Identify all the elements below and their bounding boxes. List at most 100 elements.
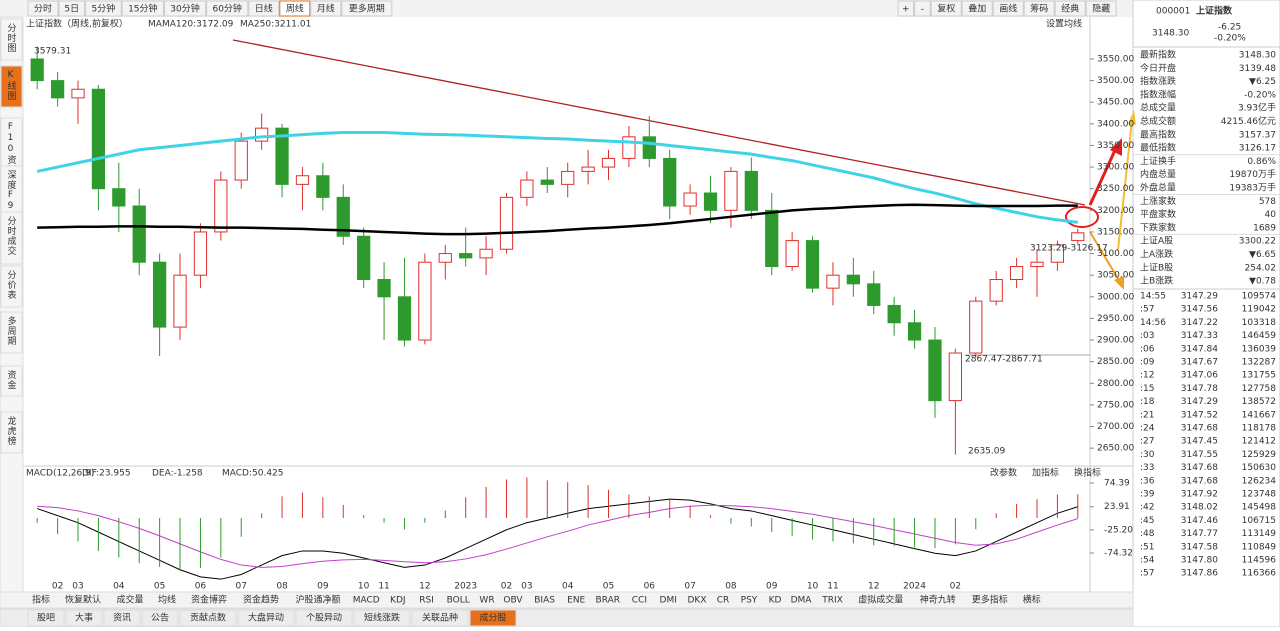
tick-time: :21 (1140, 410, 1154, 420)
tick-time: :27 (1140, 437, 1154, 447)
indicator-tab[interactable]: PSY (741, 596, 758, 606)
indicator-tab[interactable]: DMI (660, 596, 677, 606)
tick-volume: 118178 (1242, 424, 1277, 434)
period-tab[interactable] (27, 0, 59, 17)
candle-body (540, 179, 554, 185)
tool-btn[interactable] (914, 0, 931, 17)
indicator-tab[interactable]: KD (769, 596, 782, 606)
side-tab[interactable] (0, 365, 23, 397)
bottom-tab[interactable] (103, 609, 141, 627)
ma-setting[interactable]: 设置均线 (1046, 18, 1082, 30)
bottom-tab[interactable] (27, 609, 65, 627)
bottom-tab[interactable] (411, 609, 469, 627)
candle-body (948, 352, 962, 402)
macd-button[interactable]: 加指标 (1032, 467, 1059, 479)
indicator-tab[interactable]: KDJ (390, 596, 406, 606)
indicator-tab[interactable]: 资金博弈 (191, 594, 227, 606)
period-tab[interactable] (206, 0, 249, 17)
tool-btn[interactable] (930, 0, 962, 17)
side-tab[interactable] (0, 265, 23, 308)
indicator-tab[interactable]: MACD (353, 596, 380, 606)
indicator-tab[interactable]: BRAR (596, 596, 620, 606)
indicator-tab[interactable]: CR (717, 596, 730, 606)
candle-body (214, 179, 228, 233)
bottom-tab[interactable] (295, 609, 353, 627)
indicator-tab[interactable]: CCI (632, 596, 647, 606)
x-tick-label: 06 (195, 582, 207, 592)
stat-value: 1689 (1253, 223, 1276, 233)
indicator-tab[interactable]: 资金趋势 (243, 594, 279, 606)
stat-label: 指数涨跌 (1140, 75, 1176, 87)
period-tab[interactable] (279, 0, 311, 17)
period-tab[interactable] (163, 0, 207, 17)
bottom-tab[interactable] (469, 609, 517, 627)
arrow-red (1088, 147, 1118, 206)
x-tick-label: 12 (868, 582, 879, 592)
indicator-tab[interactable]: 横标 (1023, 594, 1041, 606)
y-tick-label: 2800.00 (1097, 379, 1134, 389)
quote-pct: -0.20% (1214, 34, 1246, 44)
tick-volume: 114596 (1242, 556, 1277, 566)
tick-price: 3147.29 (1181, 397, 1218, 407)
bottom-tab[interactable] (179, 609, 237, 627)
indicator-tab[interactable]: 虚拟成交量 (858, 594, 903, 606)
y-tick-label: 3250.00 (1097, 184, 1134, 194)
period-label: 5分钟 (92, 3, 116, 15)
indicator-tab[interactable]: BIAS (534, 596, 555, 606)
tick-price: 3147.68 (1181, 463, 1218, 473)
y-tick-label: 3000.00 (1097, 292, 1134, 302)
tick-price: 3147.58 (1181, 542, 1218, 552)
candle-body (785, 240, 799, 268)
price-annotation: 2867.47-2867.71 (965, 355, 1043, 365)
candle-body (765, 209, 779, 268)
indicator-tab[interactable]: 恢复默认 (65, 594, 101, 606)
tool-btn[interactable] (961, 0, 993, 17)
tool-btn[interactable] (1085, 0, 1117, 17)
stat-value: ▼6.65 (1249, 250, 1276, 260)
tool-btn[interactable] (1023, 0, 1055, 17)
bottom-tab[interactable] (141, 609, 179, 627)
side-tab[interactable] (0, 65, 23, 108)
macd-button[interactable]: 改参数 (990, 467, 1017, 479)
period-tab[interactable] (85, 0, 122, 17)
side-tab[interactable] (0, 411, 23, 454)
period-tab[interactable] (341, 0, 393, 17)
indicator-tab[interactable]: WR (479, 596, 494, 606)
indicator-tab[interactable]: DKX (688, 596, 707, 606)
indicator-tab[interactable]: OBV (503, 596, 523, 606)
indicator-tab[interactable]: 均线 (158, 594, 176, 606)
bottom-tab[interactable] (65, 609, 103, 627)
period-tab[interactable] (310, 0, 342, 17)
indicator-tab[interactable]: 指标 (32, 594, 50, 606)
tick-price: 3147.22 (1181, 318, 1218, 328)
tick-time: :48 (1140, 529, 1155, 539)
indicator-tab[interactable]: DMA (791, 596, 813, 606)
tick-price: 3147.80 (1181, 556, 1218, 566)
indicator-tab[interactable]: 更多指标 (972, 594, 1008, 606)
tool-btn[interactable] (992, 0, 1024, 17)
legend-label: MACD:50.425 (222, 469, 284, 479)
period-tab[interactable] (58, 0, 86, 17)
tick-price: 3147.29 (1181, 292, 1218, 302)
macd-button[interactable]: 换指标 (1074, 467, 1101, 479)
bottom-tab[interactable] (353, 609, 411, 627)
period-tab[interactable] (121, 0, 164, 17)
indicator-tab[interactable]: 成交量 (116, 594, 143, 606)
price-annotation: 3123.29-3126.17 (1030, 244, 1108, 254)
side-tab[interactable] (0, 311, 23, 354)
indicator-tab[interactable]: BOLL (447, 596, 470, 606)
side-tab[interactable] (0, 211, 23, 265)
stat-value: 3139.48 (1239, 64, 1276, 74)
indicator-tab[interactable]: RSI (419, 596, 434, 606)
y-tick-label: 2700.00 (1097, 422, 1134, 432)
bottom-tab[interactable] (237, 609, 295, 627)
indicator-tab[interactable]: 神奇九转 (920, 594, 956, 606)
side-tab[interactable] (0, 18, 23, 61)
indicator-tab[interactable]: 沪股通净额 (295, 594, 340, 606)
indicator-tab[interactable]: TRIX (821, 596, 843, 606)
tool-btn[interactable] (1054, 0, 1086, 17)
period-tab[interactable] (248, 0, 280, 17)
indicator-tab[interactable]: ENE (567, 596, 585, 606)
tool-btn[interactable] (897, 0, 915, 17)
y-tick-label: 3450.00 (1097, 98, 1134, 108)
